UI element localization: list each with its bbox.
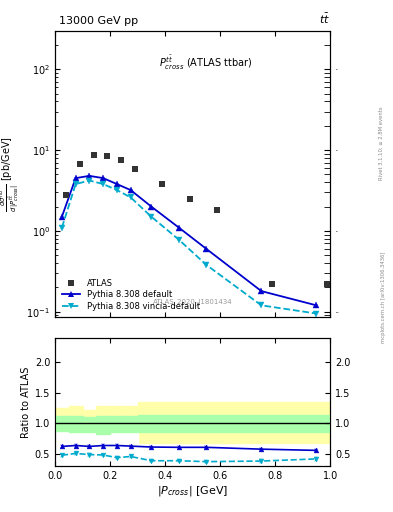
Text: mcplots.cern.ch [arXiv:1306.3436]: mcplots.cern.ch [arXiv:1306.3436] bbox=[381, 251, 386, 343]
X-axis label: $|P_{cross}|$ [GeV]: $|P_{cross}|$ [GeV] bbox=[157, 483, 228, 498]
Text: 13000 GeV pp: 13000 GeV pp bbox=[59, 15, 138, 26]
Legend: ATLAS, Pythia 8.308 default, Pythia 8.308 vincia-default: ATLAS, Pythia 8.308 default, Pythia 8.30… bbox=[59, 276, 202, 313]
Y-axis label: Ratio to ATLAS: Ratio to ATLAS bbox=[20, 366, 31, 438]
Text: $P^{t\bar{t}}_{cross}$ (ATLAS ttbar): $P^{t\bar{t}}_{cross}$ (ATLAS ttbar) bbox=[160, 54, 253, 72]
Text: Rivet 3.1.10; ≥ 2.8M events: Rivet 3.1.10; ≥ 2.8M events bbox=[379, 106, 384, 180]
Y-axis label: $\frac{d\sigma^{nd}}{d\,|P^{t\bar{t}}_{cross}|}$ [pb/GeV]: $\frac{d\sigma^{nd}}{d\,|P^{t\bar{t}}_{c… bbox=[0, 136, 22, 212]
Text: $t\bar{t}$: $t\bar{t}$ bbox=[319, 11, 330, 26]
Text: ATLAS_2020_I1801434: ATLAS_2020_I1801434 bbox=[153, 298, 232, 305]
